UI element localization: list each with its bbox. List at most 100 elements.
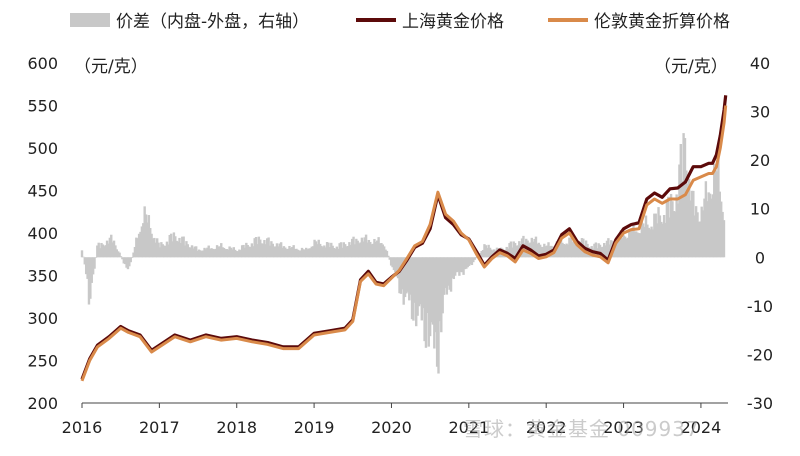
spread-bar xyxy=(302,249,305,258)
spread-bar xyxy=(575,242,578,258)
spread-bar xyxy=(367,239,371,258)
spread-bar xyxy=(238,249,241,258)
spread-bar xyxy=(197,249,201,258)
spread-bar xyxy=(369,241,372,258)
spread-bar xyxy=(303,249,307,258)
spread-bar xyxy=(384,249,387,258)
spread-bar xyxy=(628,229,631,258)
spread-bar xyxy=(335,246,339,258)
spread-bar xyxy=(483,244,486,258)
spread-bar xyxy=(221,247,224,258)
spread-bar xyxy=(481,249,485,258)
spread-bar xyxy=(87,257,91,305)
spread-bar xyxy=(508,243,511,258)
spread-bar xyxy=(348,242,351,258)
spread-bar xyxy=(98,248,102,258)
spread-bar xyxy=(389,257,393,266)
left-tick-label: 500 xyxy=(27,139,58,158)
spread-bar xyxy=(337,248,340,258)
left-tick-label: 300 xyxy=(27,309,58,328)
spread-bar xyxy=(359,242,362,258)
spread-bar xyxy=(658,215,662,258)
spread-bar xyxy=(128,257,131,267)
spread-bar xyxy=(672,211,676,258)
spread-bar xyxy=(377,237,380,258)
spread-bar xyxy=(83,257,86,265)
spread-bar xyxy=(447,257,450,286)
spread-bar xyxy=(268,245,272,258)
spread-bar xyxy=(710,198,713,258)
spread-bar xyxy=(373,238,376,258)
spread-bar xyxy=(559,238,563,258)
legend-item-spread: 价差（内盘-外盘，右轴） xyxy=(70,7,309,32)
spread-bar xyxy=(403,257,407,298)
spread-bar xyxy=(200,251,203,258)
spread-bar xyxy=(401,257,404,290)
spread-bar xyxy=(353,244,357,258)
spread-bar xyxy=(132,252,135,258)
spread-bar xyxy=(179,243,183,258)
spread-bar xyxy=(270,241,273,258)
spread-bar xyxy=(233,249,237,258)
spread-bar xyxy=(696,212,699,258)
spread-bar xyxy=(208,249,212,258)
spread-bar xyxy=(192,248,195,258)
spread-bar xyxy=(105,240,109,258)
spread-bar xyxy=(345,246,348,258)
spread-bar xyxy=(572,235,575,258)
legend-label-spread: 价差（内盘-外盘，右轴） xyxy=(116,12,310,32)
right-axis-unit: （元/克） xyxy=(654,57,728,77)
x-tick-label: 2017 xyxy=(139,418,180,437)
spread-bar xyxy=(295,248,298,258)
spread-bar xyxy=(719,201,723,258)
spread-bar xyxy=(366,242,369,258)
spread-bar xyxy=(388,257,391,260)
spread-bar xyxy=(686,183,689,258)
spread-bar xyxy=(466,257,469,268)
spread-bar xyxy=(136,238,139,258)
spread-bar xyxy=(491,250,495,258)
legend-swatch-spread xyxy=(70,12,110,27)
spread-bar xyxy=(703,198,706,258)
right-tick-label: 0 xyxy=(755,248,765,267)
spread-bar xyxy=(623,236,627,258)
spread-bar xyxy=(247,246,251,258)
spread-bar xyxy=(183,245,187,258)
spread-bar xyxy=(643,226,646,258)
spread-bar xyxy=(142,223,145,258)
spread-bar xyxy=(257,236,261,258)
spread-bar xyxy=(569,238,572,258)
spread-bar xyxy=(311,246,315,258)
spread-bar xyxy=(146,222,149,258)
spread-bar xyxy=(324,247,327,258)
spread-bar xyxy=(699,221,702,258)
spread-bar xyxy=(665,199,669,258)
spread-bar xyxy=(101,244,105,258)
spread-bar xyxy=(284,247,287,258)
spread-bar xyxy=(454,257,457,276)
spread-bar xyxy=(158,247,162,258)
spread-bar xyxy=(249,246,252,258)
spread-bar xyxy=(178,237,181,258)
spread-bar xyxy=(314,241,318,258)
spread-bar xyxy=(330,242,333,258)
spread-bar xyxy=(278,243,281,258)
spread-bar xyxy=(545,245,549,258)
spread-bar xyxy=(360,237,364,258)
spread-bar xyxy=(600,247,603,258)
spread-bar xyxy=(484,245,488,258)
spread-bar xyxy=(307,248,311,258)
spread-bar xyxy=(614,242,617,258)
spread-bar xyxy=(123,257,127,265)
spread-bar xyxy=(662,214,666,258)
spread-bar xyxy=(263,240,266,258)
spread-bar xyxy=(117,251,120,258)
spread-bar xyxy=(511,247,514,258)
spread-bar xyxy=(430,257,433,323)
spread-bar xyxy=(356,240,359,258)
spread-bar xyxy=(694,206,698,258)
spread-bar xyxy=(440,257,443,333)
spread-bar xyxy=(427,257,430,347)
spread-bar xyxy=(232,247,235,258)
spread-bar xyxy=(640,221,644,258)
